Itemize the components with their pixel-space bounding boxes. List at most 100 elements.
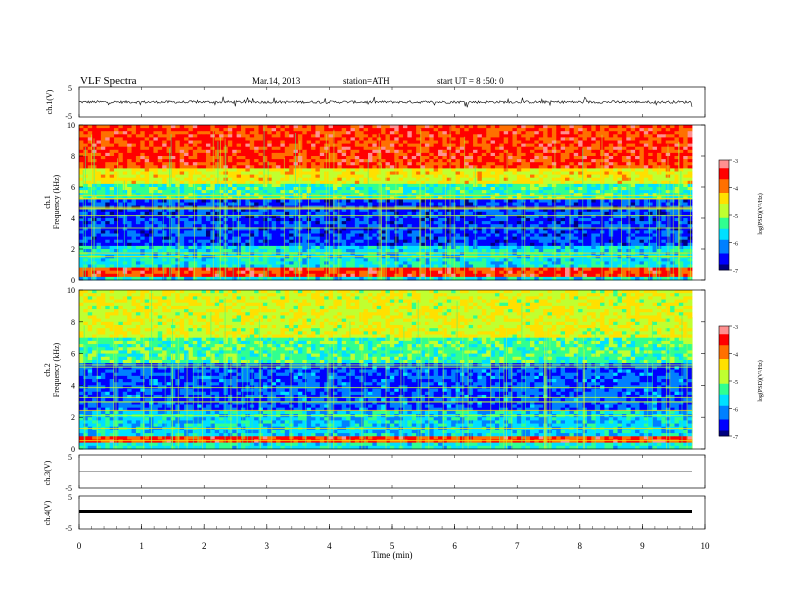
ch1-spec-cell [573,134,579,138]
ch1-spec-cell [87,140,93,144]
ch1-spec-cell [249,146,255,151]
ch1-spec-cell [481,208,487,213]
ch1-spec-cell [648,224,653,228]
ch1-spec-cell [210,211,216,216]
ch1-spec-cell [652,131,658,135]
ch1-spec-cell [486,152,491,157]
ch1-spec-cell [359,202,365,206]
ch1-spec-cell [100,159,106,163]
ch1-spec-cell [385,208,391,213]
ch1-spec-cell [486,171,491,175]
ch1-spec-cell [438,146,443,151]
ch1-spec-cell [337,165,343,169]
ch1-spec-cell [407,224,413,228]
ch1-spec-cell [494,140,500,144]
ch1-spec-cell [153,196,159,200]
ch1-spec-cell [315,159,321,163]
ch1-spec-cell [407,202,413,206]
ch1-spec-cell [438,134,443,138]
ch1-spec-cell [157,146,163,151]
ch1-spec-cell [297,211,303,216]
ch1-spec-cell [381,125,386,129]
ch1-spec-cell [678,165,684,169]
ch1-spec-cell [464,187,470,191]
ch1-spec-cell [284,168,290,172]
ch1-spec-cell [96,143,102,148]
ch1-spec-cell [486,143,491,148]
ch1-spec-cell [232,140,238,144]
ch1-spec-cell [398,168,404,172]
ch1-spec-cell [122,208,128,213]
ch1-spec-cell [665,137,671,141]
ch1-spec-cell [280,125,286,129]
ch1-spec-cell [538,208,544,213]
ch1-spec-cell [149,159,154,163]
ch1-spec-cell [560,165,566,169]
ch1-spec-cell [276,125,281,129]
ch1-spec-cell [284,143,290,148]
ch1-spec-cell [438,128,443,132]
ch1-spec-cell [573,165,579,169]
ch1-spec-cell [407,214,413,219]
ch1-spec-cell [219,131,224,135]
ch1-spec-cell [341,214,347,219]
ch1-spec-cell [258,180,264,185]
ch1-spec-cell [529,190,535,194]
ch1-spec-cell [114,159,119,163]
ch1-spec-cell [446,137,452,141]
ch1-spec-cell [481,199,487,203]
ch1-spec-cell [534,208,540,213]
ch1-spec-cell [315,233,321,237]
ch1-spec-cell [105,227,111,231]
ch1-spec-cell [232,174,238,179]
ch1-spec-cell [232,159,238,163]
ch1-spec-cell [446,224,452,228]
ch1-spec-cell [109,218,115,222]
ch1-spec-cell [214,187,220,191]
ch1-spec-cell [354,165,360,169]
ch1-spec-cell [170,227,176,231]
ch1-spec-cell [166,230,172,234]
ch1-spec-cell [153,177,159,182]
ch1-spec-cell [258,128,264,132]
ch1-spec-cell [367,125,373,129]
ch1-spec-cell [411,168,417,172]
ch1-spec-cell [621,165,627,169]
ch1-spec-cell [635,156,640,160]
ch1-spec-cell [648,218,653,222]
ch1-spec-cell [529,180,535,185]
ch1-spec-cell [661,174,667,179]
ch1-spec-cell [468,165,474,169]
ch1-spec-cell [289,177,294,182]
ch1-spec-cell [512,177,518,182]
ch1-spec-cell [433,125,439,129]
ch1-spec-cell [227,180,233,185]
ch1-spec-cell [79,125,84,129]
ch1-spec-cell [346,156,351,160]
ch1-spec-cell [630,165,636,169]
ch1-spec-cell [639,128,645,132]
ch1-spec-cell [170,137,176,141]
ch1-spec-cell [254,221,259,225]
ch1-spec-cell [105,199,111,203]
ch1-spec-cell [153,168,159,172]
ch1-spec-cell [534,196,540,200]
ch1-spec-cell [534,162,540,166]
ch1-spec-cell [661,165,667,169]
ch1-spec-cell [473,125,478,129]
ch1-spec-cell [586,183,592,188]
ch1-spec-cell [249,140,255,144]
ch1-spec-cell [687,137,693,141]
ch1-spec-cell [140,190,146,194]
ch1-spec-cell [525,146,531,151]
ch1-spec-cell [424,168,430,172]
ch1-spec-cell [473,140,478,144]
ch1-spec-cell [525,140,531,144]
ch1-spec-cell [249,156,255,160]
ch1-spec-cell [442,180,448,185]
ch1-spec-cell [135,146,141,151]
ch1-spec-cell [271,128,277,132]
ch1-spec-cell [245,199,251,203]
ch1-spec-cell [319,180,325,185]
ch1-spec-cell [162,137,167,141]
